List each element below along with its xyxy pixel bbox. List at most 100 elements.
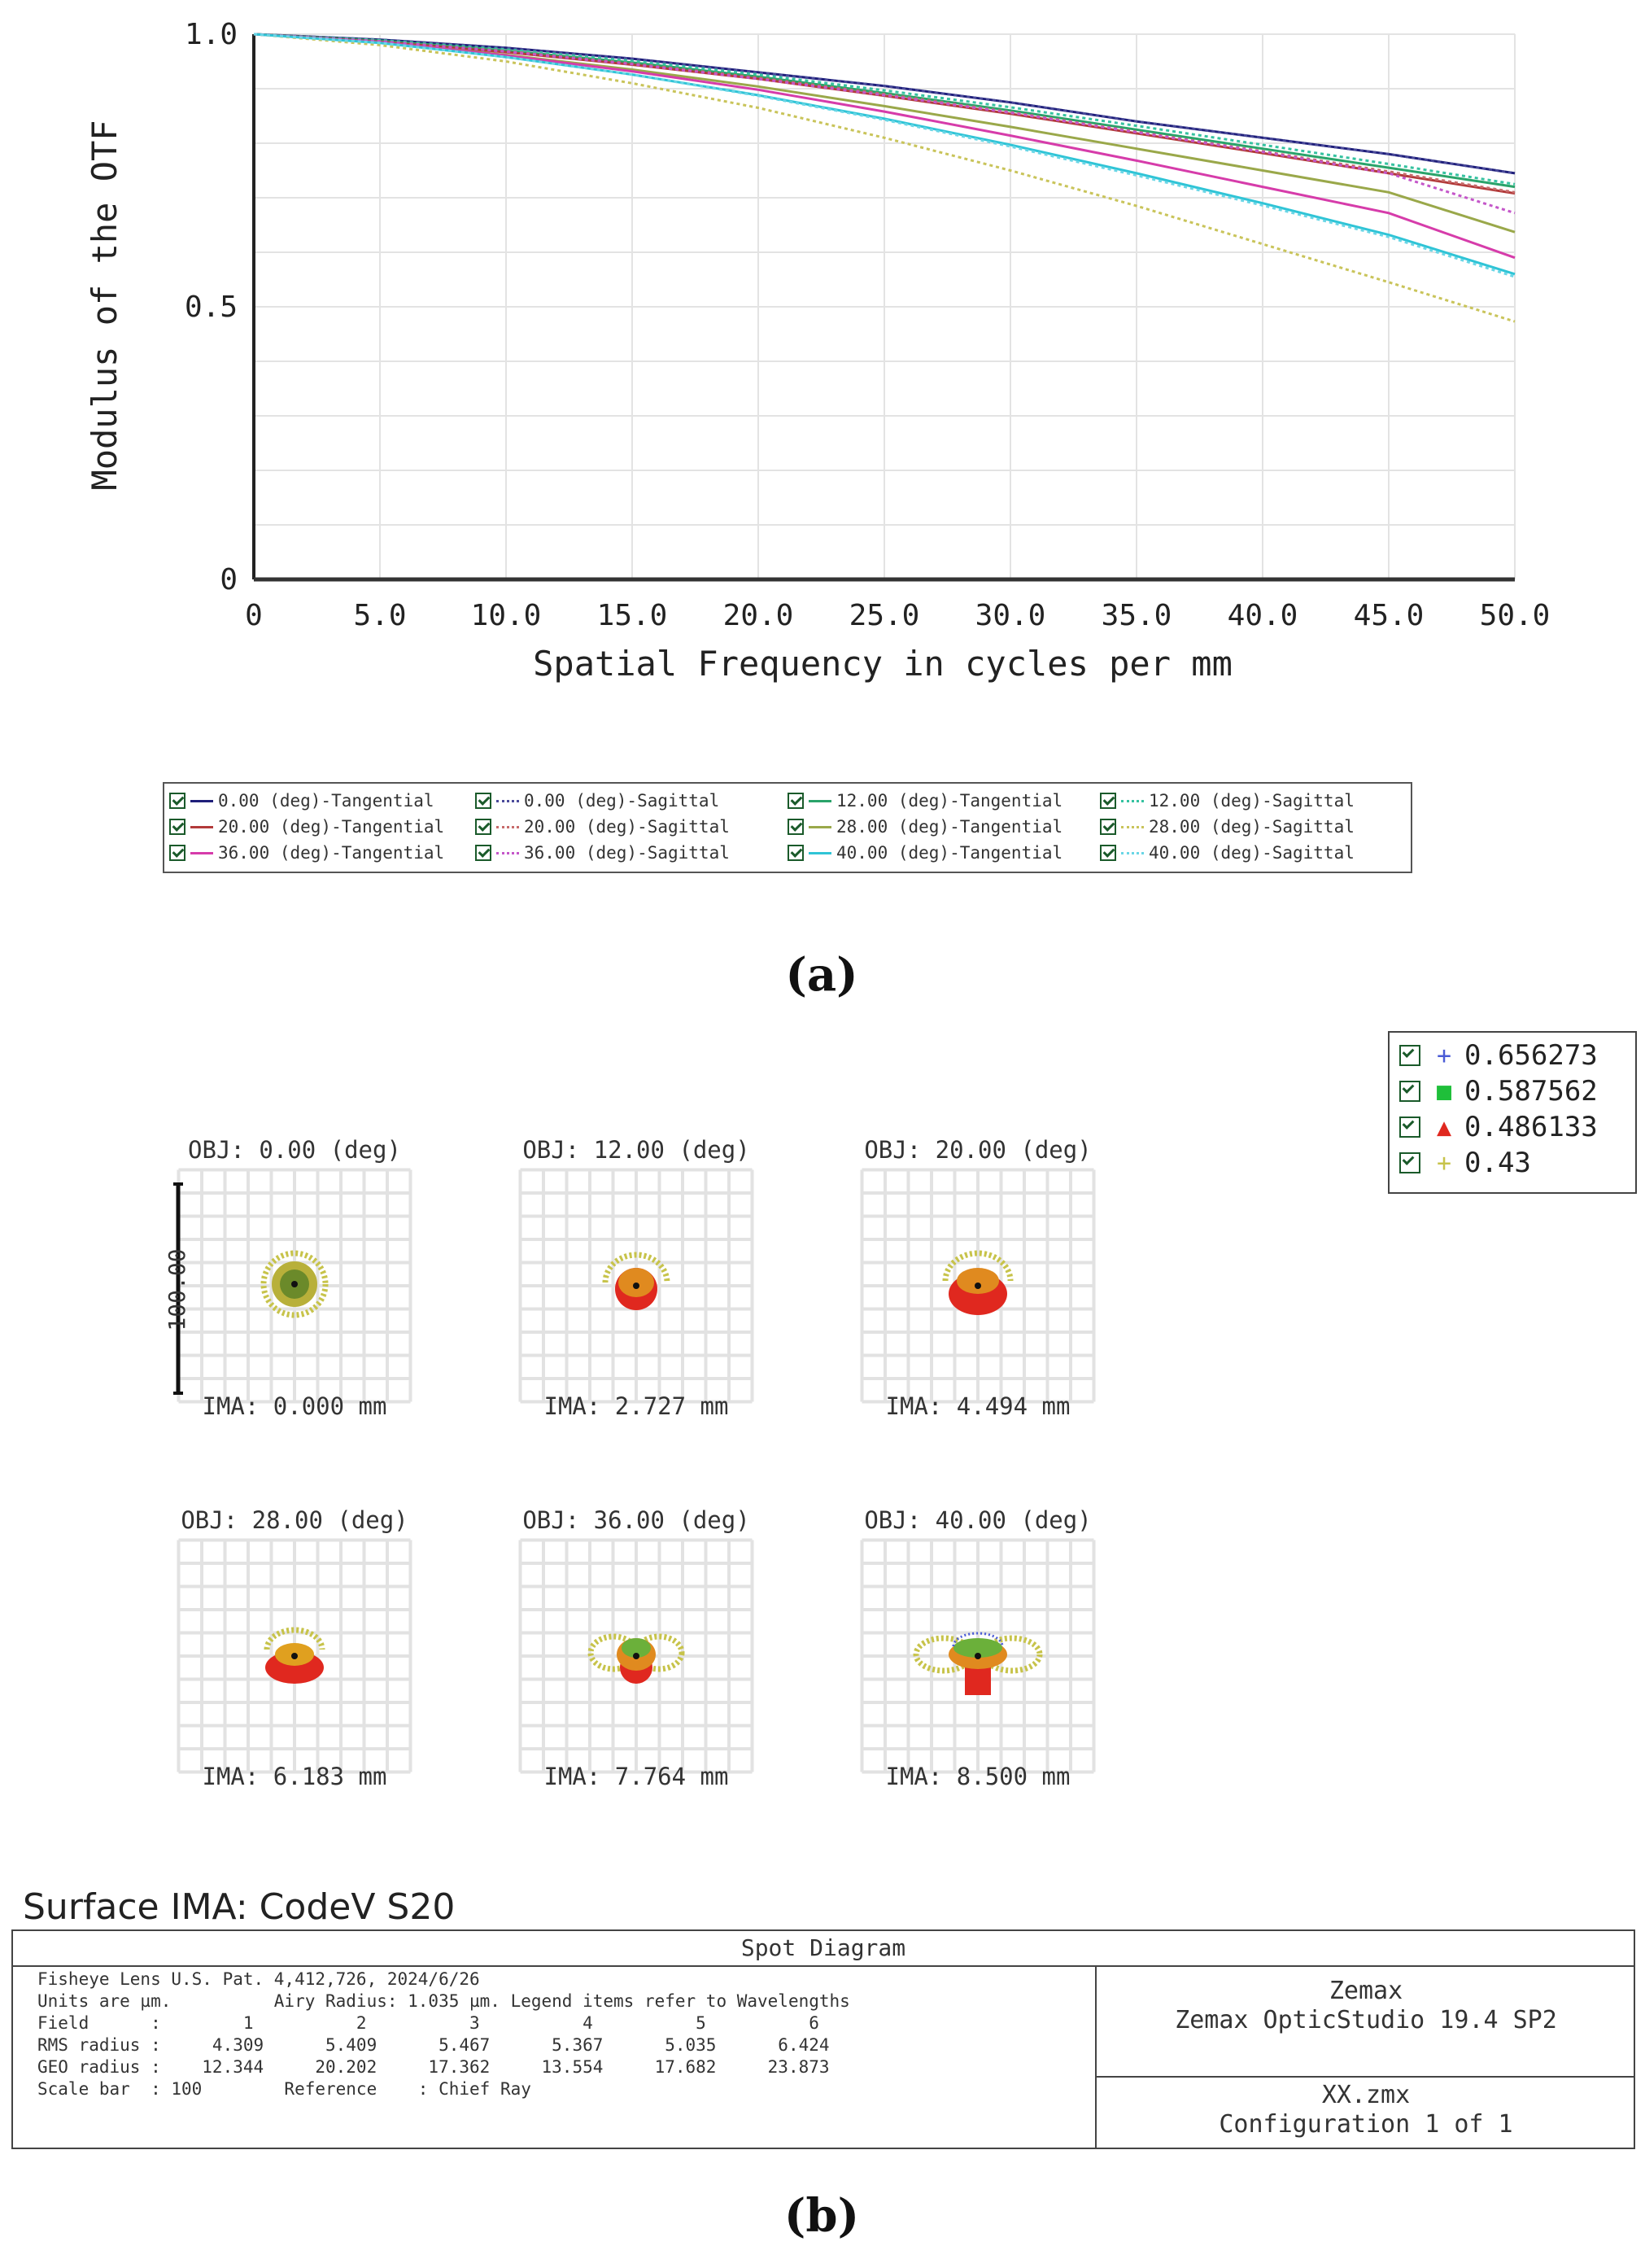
wavelength-legend-item[interactable]: ■ 0.587562 xyxy=(1399,1075,1598,1108)
mtf-legend-item[interactable]: 36.00 (deg)-Tangential xyxy=(169,841,444,865)
legend-swatch xyxy=(809,799,831,802)
checkbox-icon[interactable] xyxy=(1399,1045,1420,1066)
checkbox-icon[interactable] xyxy=(1399,1117,1420,1138)
checkbox-icon[interactable] xyxy=(169,845,185,861)
checkbox-icon[interactable] xyxy=(788,793,804,809)
legend-swatch xyxy=(496,851,519,854)
spot-ima-label: IMA: 7.764 mm xyxy=(543,1762,729,1790)
spot-green xyxy=(953,1638,1002,1658)
legend-label: 36.00 (deg)-Tangential xyxy=(218,843,445,863)
legend-label: 36.00 (deg)-Sagittal xyxy=(524,843,730,863)
mtf-legend-item[interactable]: 36.00 (deg)-Sagittal xyxy=(475,841,730,865)
mtf-x-tick-label: 50.0 xyxy=(1480,599,1551,632)
spot-ima-label: IMA: 4.494 mm xyxy=(885,1392,1071,1420)
legend-swatch xyxy=(1121,799,1144,802)
checkbox-icon[interactable] xyxy=(1100,819,1116,835)
checkbox-icon[interactable] xyxy=(169,819,185,835)
checkbox-icon[interactable] xyxy=(788,845,804,861)
spot-obj-label: OBJ: 40.00 (deg) xyxy=(864,1505,1092,1534)
mtf-legend-item[interactable]: 12.00 (deg)-Tangential xyxy=(788,789,1062,813)
chief-ray-dot xyxy=(633,1283,639,1289)
spot-ring-0.43 xyxy=(602,1252,670,1283)
spot-lobe-right xyxy=(633,1633,685,1672)
mtf-y-axis-label: Modulus of the OTF xyxy=(85,120,124,490)
mtf-legend-item[interactable]: 20.00 (deg)-Tangential xyxy=(169,815,444,839)
wavelength-legend-item[interactable]: +0.43 xyxy=(1399,1147,1531,1179)
mtf-series-line-1 xyxy=(253,33,1516,175)
report-configuration: Configuration 1 of 1 xyxy=(1219,2110,1513,2139)
wavelength-marker-icon: ▲ xyxy=(1436,1112,1452,1142)
checkbox-icon[interactable] xyxy=(1399,1081,1420,1102)
mtf-y-tick-label: 1.0 xyxy=(185,18,238,51)
report-software-name: Zemax xyxy=(1329,1977,1403,2005)
report-config: XX.zmx Configuration 1 of 1 xyxy=(1095,2078,1635,2148)
report-info: Fisheye Lens U.S. Pat. 4,412,726, 2024/6… xyxy=(37,1969,850,2100)
wavelength-legend-item[interactable]: +0.656273 xyxy=(1399,1039,1598,1072)
mtf-legend-item[interactable]: 20.00 (deg)-Sagittal xyxy=(475,815,730,839)
scale-bar: 100.00 xyxy=(164,1182,190,1395)
legend-swatch xyxy=(809,825,831,828)
mtf-series-line-8 xyxy=(253,33,1516,260)
checkbox-icon[interactable] xyxy=(169,793,185,809)
report-line-field: Field : 1 2 3 4 5 6 xyxy=(37,2013,819,2033)
mtf-x-tick-labels: 0 5.0 10.0 15.0 20.0 25.0 30.0 35.0 40.0 45.0 50.0 xyxy=(245,599,1550,632)
spot-ring-0.43 xyxy=(260,1250,329,1318)
legend-label: 12.00 (deg)-Tangential xyxy=(836,791,1063,811)
spot-obj-label: OBJ: 20.00 (deg) xyxy=(864,1135,1092,1164)
wavelength-legend: +0.656273 ■ 0.587562 ▲ 0.486133 +0.43 xyxy=(1388,1031,1637,1194)
spot-report-box: Spot Diagram Fisheye Lens U.S. Pat. 4,41… xyxy=(11,1929,1635,2149)
spot-ima-label: IMA: 2.727 mm xyxy=(543,1392,729,1420)
legend-label: 0.00 (deg)-Tangential xyxy=(218,791,434,811)
mtf-legend: 0.00 (deg)-Tangential 0.00 (deg)-Sagittal… xyxy=(163,782,1412,873)
wavelength-value: 0.43 xyxy=(1464,1147,1531,1179)
report-line-rms: RMS radius : 4.309 5.409 5.467 5.367 5.0… xyxy=(37,2035,830,2055)
spot-panel-3 xyxy=(860,1168,1096,1404)
report-line-lens: Fisheye Lens U.S. Pat. 4,412,726, 2024/6… xyxy=(37,1969,480,1989)
mtf-x-tick-label: 45.0 xyxy=(1354,599,1425,632)
checkbox-icon[interactable] xyxy=(1100,845,1116,861)
chief-ray-dot xyxy=(975,1653,981,1659)
chief-ray-dot xyxy=(633,1653,639,1659)
mtf-y-tick-label: 0 xyxy=(220,563,238,596)
report-line-geo: GEO radius : 12.344 20.202 17.362 13.554… xyxy=(37,2057,830,2077)
mtf-legend-item[interactable]: 0.00 (deg)-Sagittal xyxy=(475,789,719,813)
mtf-x-tick-label: 25.0 xyxy=(849,599,920,632)
mtf-series-line-11 xyxy=(253,33,1516,278)
spot-panel-6 xyxy=(860,1538,1096,1774)
mtf-x-tick-label: 35.0 xyxy=(1102,599,1172,632)
mtf-x-tick-label: 15.0 xyxy=(597,599,668,632)
mtf-y-tick-labels: 0 0.5 1.0 xyxy=(185,18,238,596)
mtf-legend-item[interactable]: 0.00 (deg)-Tangential xyxy=(169,789,434,813)
checkbox-icon[interactable] xyxy=(788,819,804,835)
mtf-legend-item[interactable]: 40.00 (deg)-Tangential xyxy=(788,841,1062,865)
mtf-legend-item[interactable]: 40.00 (deg)-Sagittal xyxy=(1100,841,1355,865)
mtf-legend-item[interactable]: 12.00 (deg)-Sagittal xyxy=(1100,789,1355,813)
checkbox-icon[interactable] xyxy=(475,845,491,861)
checkbox-icon[interactable] xyxy=(475,793,491,809)
legend-swatch xyxy=(190,851,213,854)
wavelength-value: 0.656273 xyxy=(1464,1039,1598,1072)
legend-swatch xyxy=(496,799,519,802)
wavelength-legend-item[interactable]: ▲ 0.486133 xyxy=(1399,1111,1598,1143)
mtf-legend-item[interactable]: 28.00 (deg)-Sagittal xyxy=(1100,815,1355,839)
spot-obj-label: OBJ: 0.00 (deg) xyxy=(188,1135,401,1164)
report-line-units: Units are µm. Airy Radius: 1.035 µm. Leg… xyxy=(37,1991,850,2011)
scale-bar-label: 100.00 xyxy=(164,1248,190,1331)
legend-label: 12.00 (deg)-Sagittal xyxy=(1149,791,1355,811)
checkbox-icon[interactable] xyxy=(1399,1152,1420,1173)
legend-label: 28.00 (deg)-Sagittal xyxy=(1149,817,1355,837)
spot-obj-label: OBJ: 36.00 (deg) xyxy=(522,1505,750,1534)
mtf-legend-item[interactable]: 28.00 (deg)-Tangential xyxy=(788,815,1062,839)
spot-panel-4 xyxy=(177,1538,412,1774)
chief-ray-dot xyxy=(975,1283,981,1289)
checkbox-icon[interactable] xyxy=(475,819,491,835)
spot-obj-label: OBJ: 28.00 (deg) xyxy=(181,1505,408,1534)
spot-ima-label: IMA: 8.500 mm xyxy=(885,1762,1071,1790)
mtf-series-line-9 xyxy=(253,33,1516,215)
wavelength-value: 0.587562 xyxy=(1464,1075,1598,1108)
checkbox-icon[interactable] xyxy=(1100,793,1116,809)
legend-label: 28.00 (deg)-Tangential xyxy=(836,817,1063,837)
mtf-series-line-3 xyxy=(253,33,1516,186)
mtf-gridlines xyxy=(253,33,1516,580)
legend-label: 20.00 (deg)-Sagittal xyxy=(524,817,730,837)
